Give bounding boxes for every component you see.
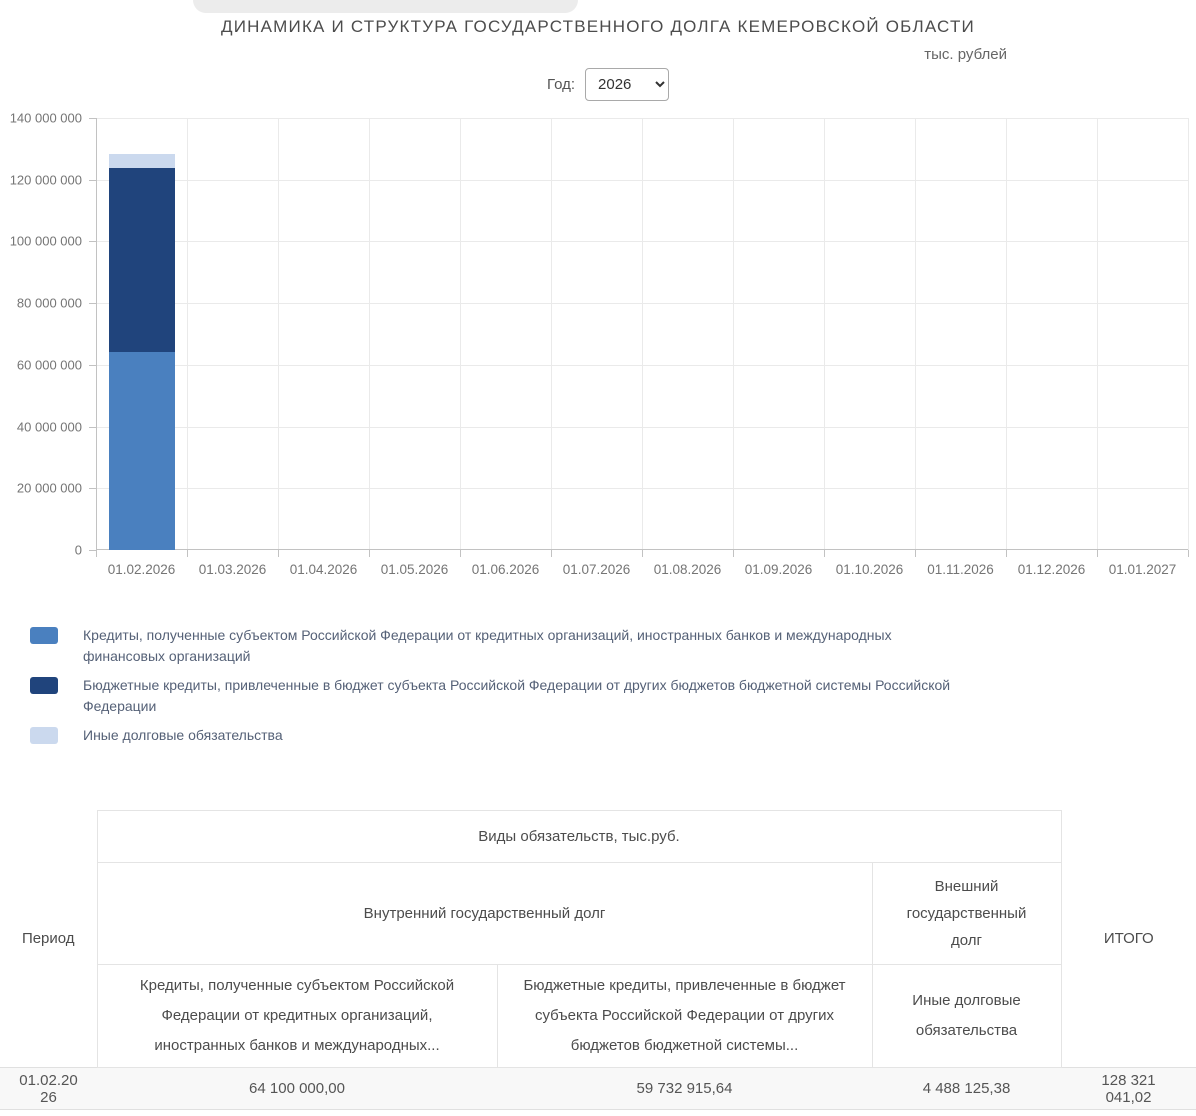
grid-line-vertical	[551, 118, 552, 550]
units-label: тыс. рублей	[924, 46, 1007, 63]
x-axis-label: 01.01.2027	[1108, 562, 1177, 577]
year-label: Год:	[546, 76, 576, 93]
x-axis-label: 01.11.2026	[927, 562, 994, 577]
grid-line-vertical	[369, 118, 370, 550]
grid-line-vertical	[1097, 118, 1098, 550]
x-axis-label: 01.09.2026	[744, 562, 813, 577]
y-axis-tick	[89, 118, 96, 119]
total-value: 128 321 041,02	[1061, 1067, 1196, 1110]
x-axis-tick	[642, 550, 643, 557]
x-axis-label: 01.08.2026	[653, 562, 722, 577]
x-axis-label: 01.04.2026	[289, 562, 358, 577]
x-axis-label: 01.12.2026	[1017, 562, 1086, 577]
x-axis-label: 01.07.2026	[562, 562, 631, 577]
table-header-internal-debt: Внутренний государственный долг	[96, 862, 873, 965]
table-header-budget-credits: Бюджетные кредиты, привлеченные в бюджет…	[496, 964, 873, 1068]
legend-label: Иные долговые обязательства	[83, 727, 283, 743]
legend-item[interactable]: Бюджетные кредиты, привлеченные в бюджет…	[30, 675, 990, 716]
y-axis-tick	[89, 488, 96, 490]
credits-value: 64 100 000,00	[97, 1067, 497, 1110]
year-select[interactable]: 2026	[585, 68, 670, 101]
period-value: 01.02.2026	[0, 1067, 97, 1110]
x-axis-tick	[460, 550, 461, 557]
grid-line-vertical	[278, 118, 279, 550]
chart-legend: Кредиты, полученные субъектом Российской…	[30, 625, 990, 746]
legend-item[interactable]: Иные долговые обязательства	[30, 725, 990, 746]
x-axis-tick	[278, 550, 279, 557]
table-header-external-debt: Внешний государственный долг	[871, 862, 1062, 965]
y-axis-tick	[89, 241, 96, 243]
y-axis-labels: 0 20 000 000 40 000 000 60 000 000 80 000 00…	[0, 111, 88, 558]
y-axis-label: 140 000 000	[9, 110, 82, 126]
legend-item[interactable]: Кредиты, полученные субъектом Российской…	[30, 625, 990, 666]
y-axis-line	[96, 118, 97, 550]
x-axis-label: 01.02.2026	[107, 562, 176, 577]
table-row: 01.02.2026 64 100 000,00 59 732 915,64 4 48…	[0, 1067, 1196, 1110]
grid-line-vertical	[733, 118, 734, 550]
grid-line-vertical	[1006, 118, 1007, 550]
bar-segment[interactable]	[108, 154, 175, 168]
table-header-group: Виды обязательств, тыс.руб.	[96, 810, 1062, 863]
table-header-credits: Кредиты, полученные субъектом Российской…	[96, 964, 498, 1068]
x-axis-tick	[187, 550, 188, 557]
y-axis-tick	[89, 550, 96, 551]
y-axis-tick	[89, 426, 96, 428]
grid-line-vertical	[642, 118, 643, 550]
x-axis-tick	[1006, 550, 1007, 557]
other-obligations-value: 4 488 125,38	[872, 1067, 1062, 1110]
grid-line-vertical	[460, 118, 461, 550]
y-axis-label: 100 000 000	[9, 233, 82, 249]
top-tab-button[interactable]	[193, 0, 578, 13]
bar-segment[interactable]	[108, 352, 175, 550]
x-axis-tick	[1188, 550, 1189, 557]
x-axis-label: 01.06.2026	[471, 562, 540, 577]
x-axis-label: 01.03.2026	[198, 562, 267, 577]
x-axis-label: 01.10.2026	[835, 562, 904, 577]
grid-line-vertical	[824, 118, 825, 550]
table-header-other-obligations: Иные долговые обязательства	[871, 964, 1062, 1068]
x-axis-line	[96, 549, 1188, 550]
y-axis-tick	[89, 179, 96, 181]
x-axis-tick	[733, 550, 734, 557]
x-axis-label: 01.05.2026	[380, 562, 449, 577]
y-axis-label: 80 000 000	[16, 295, 82, 311]
x-axis-tick	[1097, 550, 1098, 557]
legend-swatch	[30, 677, 58, 694]
table-header-total: ИТОГО	[1103, 930, 1154, 948]
legend-swatch	[30, 727, 58, 744]
x-axis-tick	[551, 550, 552, 557]
year-filter: Год: 2026	[20, 68, 1196, 101]
y-axis-label: 20 000 000	[16, 480, 82, 496]
y-axis-tick	[89, 364, 96, 366]
legend-label: Кредиты, полученные субъектом Российской…	[83, 627, 892, 664]
bar-segment[interactable]	[108, 167, 175, 353]
y-axis-tick	[89, 303, 96, 305]
grid-line-vertical	[1188, 118, 1189, 550]
table-header-period: Период	[21, 930, 75, 948]
page-title: ДИНАМИКА И СТРУКТУРА ГОСУДАРСТВЕННОГО ДО…	[221, 17, 975, 36]
legend-label: Бюджетные кредиты, привлеченные в бюджет…	[83, 677, 951, 714]
x-axis-tick	[915, 550, 916, 557]
y-axis-label: 40 000 000	[16, 419, 82, 435]
budget-credits-value: 59 732 915,64	[497, 1067, 872, 1110]
debt-chart: 0 20 000 000 40 000 000 60 000 000 80 000 00…	[0, 111, 1196, 588]
debt-table: Период Виды обязательств, тыс.руб. ИТОГО…	[0, 810, 1196, 1110]
grid-line-vertical	[187, 118, 188, 550]
y-axis-label: 60 000 000	[16, 357, 82, 373]
grid-line-vertical	[915, 118, 916, 550]
legend-swatch	[30, 627, 58, 644]
plot-area: 01.02.2026 01.03.2026 01.04.2026 01.05.2026…	[89, 118, 1189, 577]
x-axis-tick	[96, 550, 97, 557]
x-axis-tick	[369, 550, 370, 557]
y-axis-label: 120 000 000	[9, 172, 82, 188]
x-axis-tick	[824, 550, 825, 557]
y-axis-label: 0	[74, 542, 82, 558]
